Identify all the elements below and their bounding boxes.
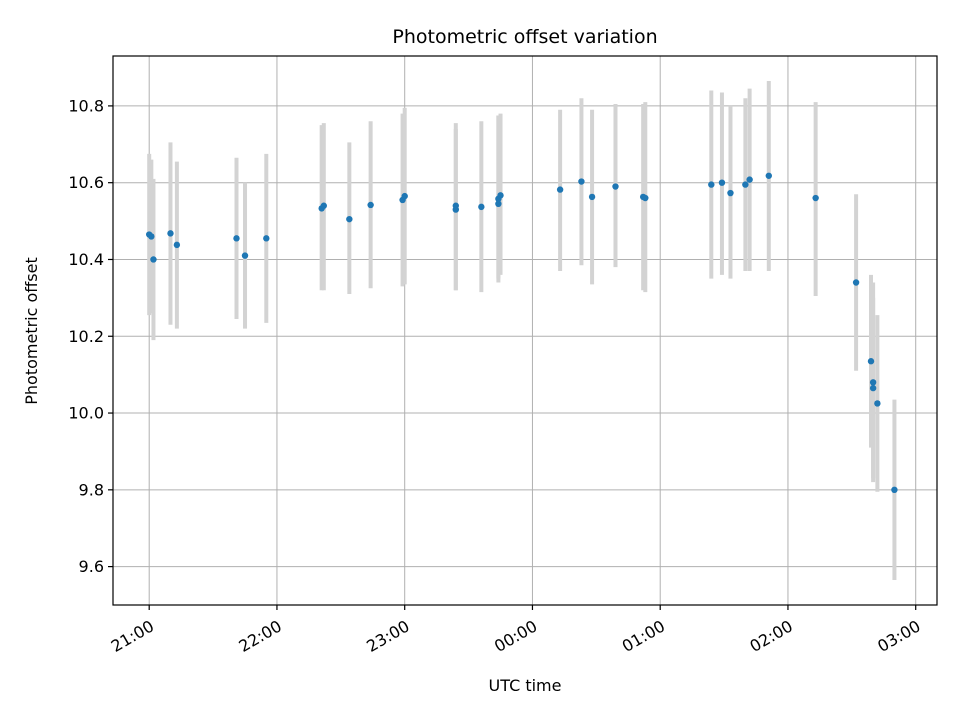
- y-tick-label: 9.6: [79, 557, 104, 576]
- data-point: [765, 172, 772, 179]
- plot-frame: [112, 55, 938, 606]
- data-point: [718, 179, 726, 186]
- data-point: [497, 192, 504, 199]
- data-point: [401, 192, 408, 200]
- data-point: [556, 186, 564, 193]
- data-point: [612, 183, 619, 190]
- data-point: [891, 486, 898, 494]
- data-point: [869, 379, 877, 386]
- y-tick-label: 10.2: [68, 327, 104, 346]
- data-point: [148, 233, 155, 240]
- data-point: [812, 194, 819, 202]
- y-axis: 9.6 9.8 10.0 10.2 10.4 10.6 10.8: [68, 96, 113, 576]
- y-tick-label: 10.4: [68, 250, 104, 269]
- data-point: [263, 235, 270, 242]
- x-axis-title: UTC time: [489, 676, 562, 695]
- data-point: [478, 203, 485, 211]
- data-point: [320, 202, 327, 209]
- chart-title: Photometric offset variation: [392, 26, 657, 48]
- data-point: [346, 215, 353, 223]
- data-point: [588, 193, 596, 201]
- data-point: [167, 230, 174, 237]
- data-point: [233, 235, 240, 242]
- data-point: [746, 176, 753, 183]
- data-point: [869, 384, 877, 392]
- y-tick-label: 10.0: [68, 404, 104, 423]
- data-points: [145, 172, 898, 494]
- y-tick-label: 10.8: [68, 96, 104, 115]
- data-point: [578, 178, 585, 185]
- data-point: [173, 241, 181, 249]
- data-point: [241, 252, 249, 259]
- data-point: [852, 279, 860, 286]
- y-axis-title: Photometric offset: [22, 257, 41, 405]
- data-point: [495, 200, 502, 208]
- y-tick-label: 10.6: [68, 173, 104, 192]
- data-point: [867, 358, 875, 365]
- data-point: [742, 181, 749, 188]
- data-point: [727, 189, 734, 197]
- data-point: [708, 181, 715, 188]
- data-point: [367, 201, 374, 209]
- data-point: [874, 400, 881, 407]
- data-point: [642, 194, 649, 202]
- data-point: [452, 206, 460, 213]
- y-tick-label: 9.8: [79, 480, 104, 499]
- data-point: [150, 256, 157, 263]
